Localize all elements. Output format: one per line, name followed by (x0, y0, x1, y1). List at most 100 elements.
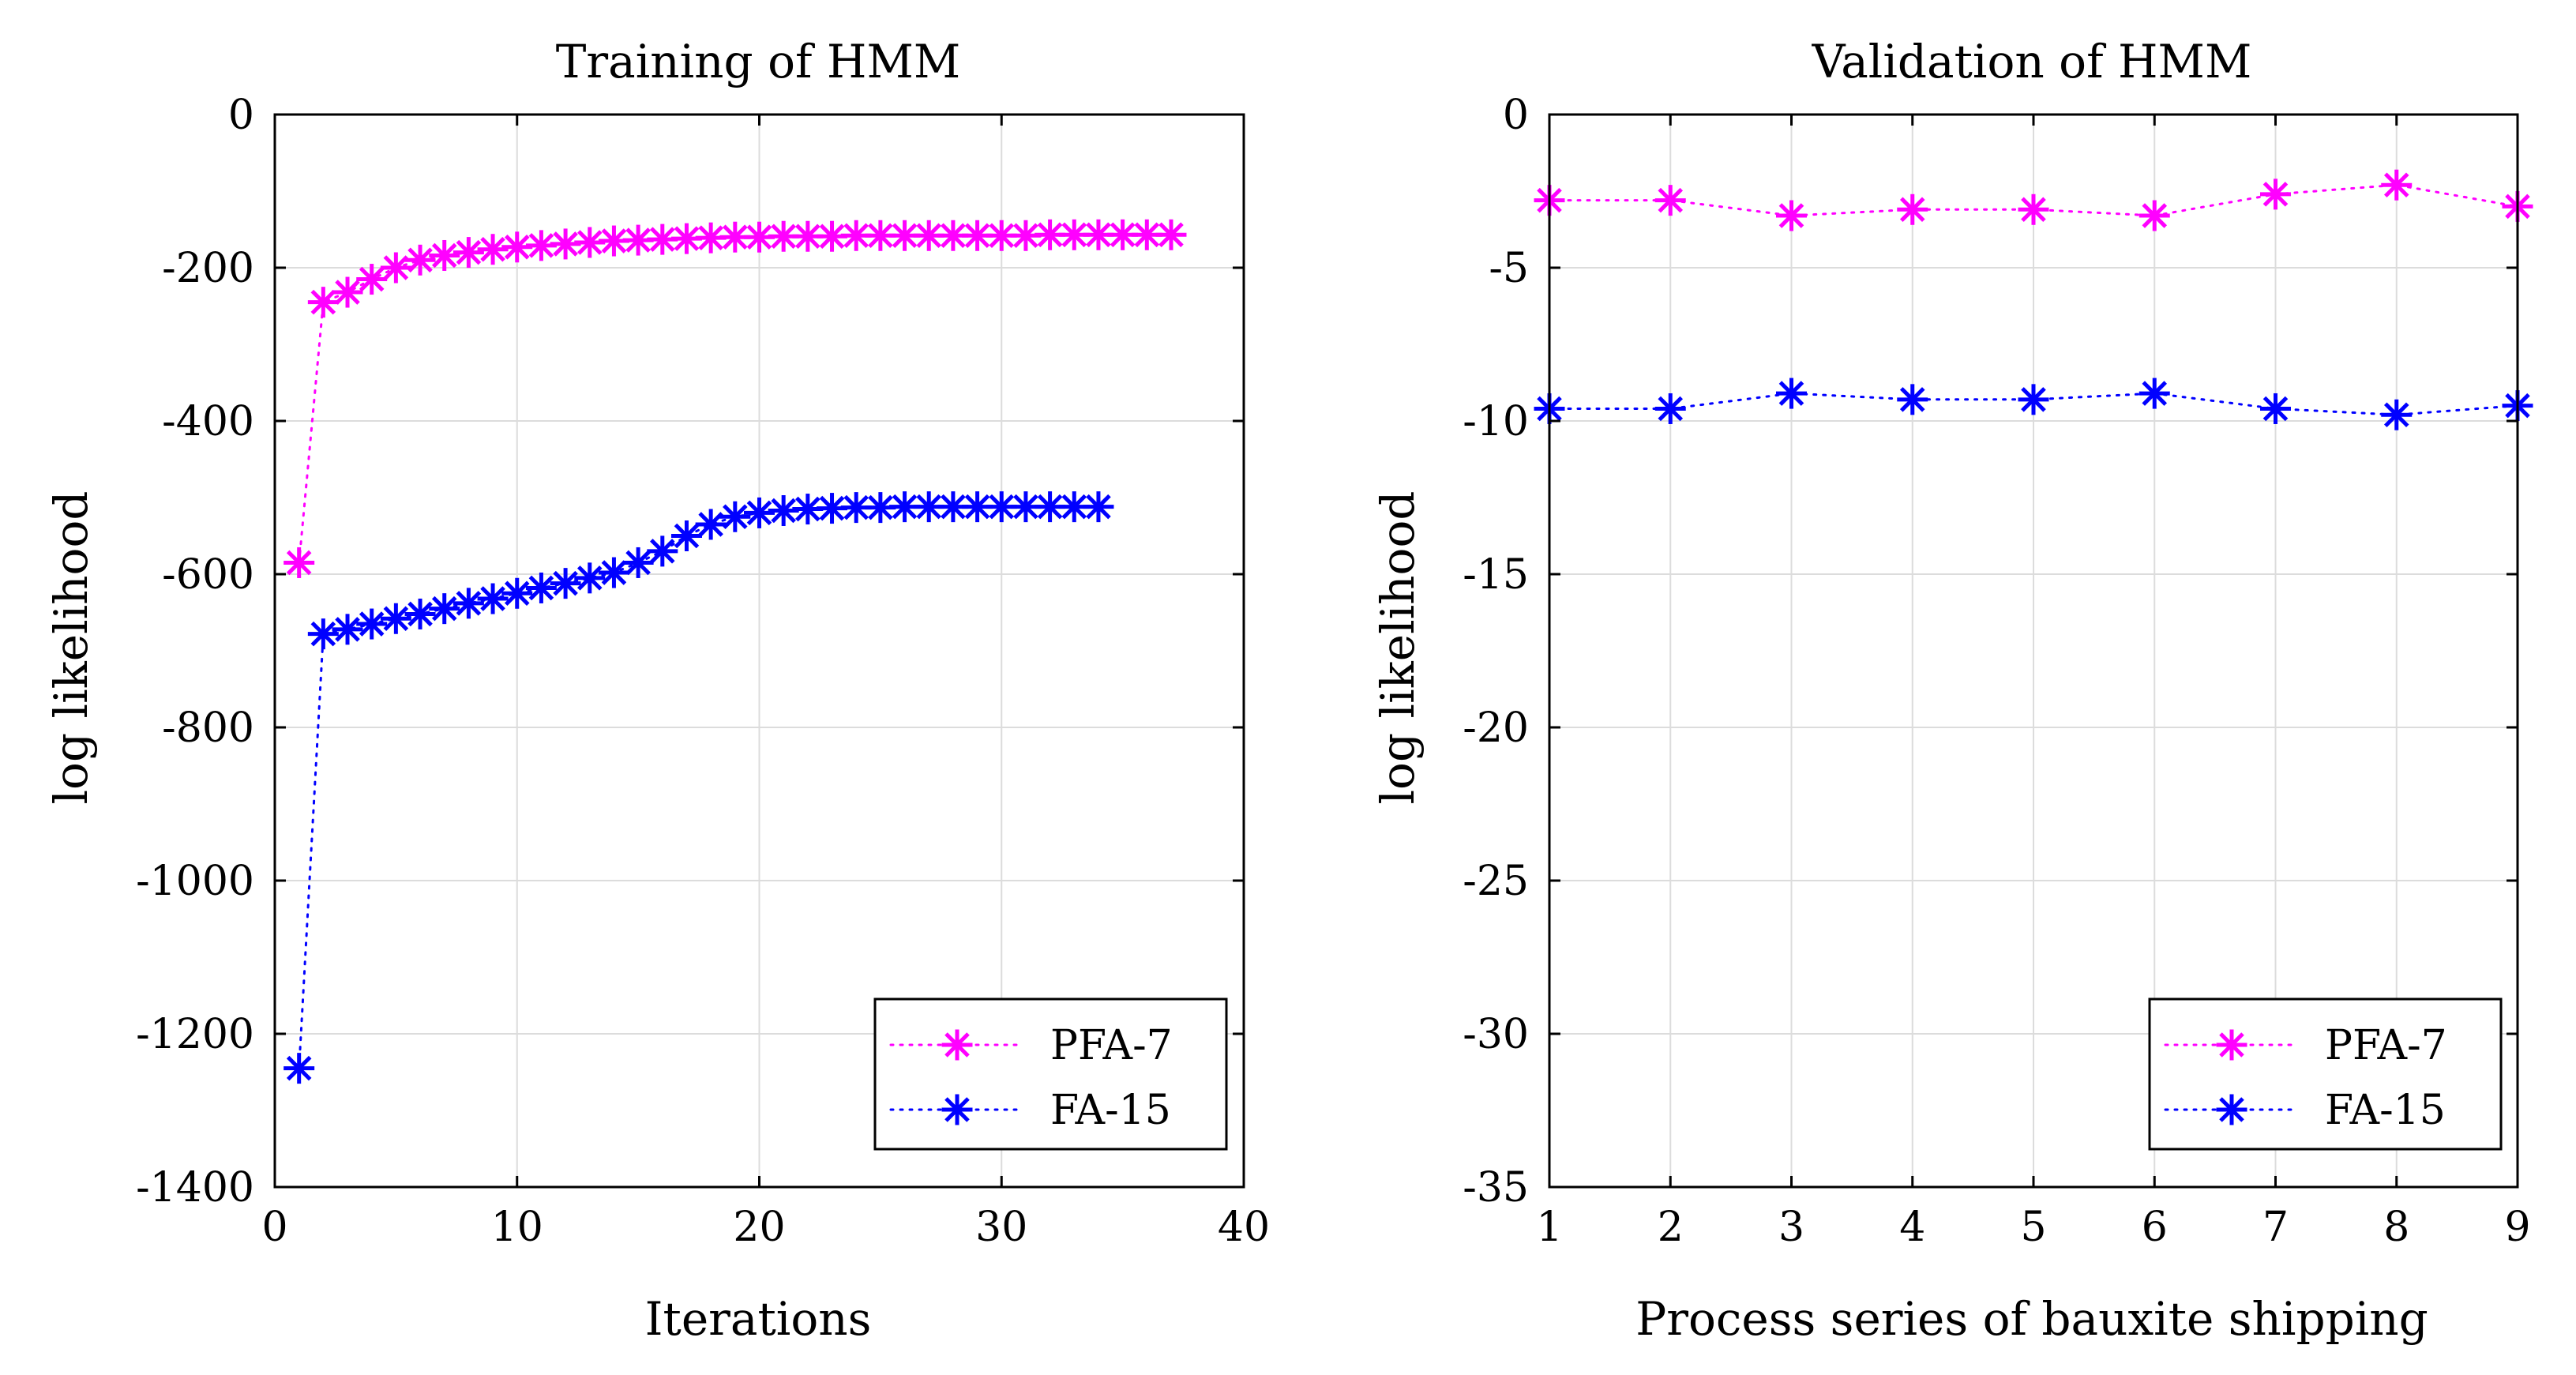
legend-label: PFA-7 (1050, 1022, 1173, 1069)
data-point-marker (768, 220, 799, 252)
legend-marker (941, 1094, 973, 1125)
y-axis-label: log likelihood (1371, 490, 1425, 804)
y-tick-label: -30 (1463, 1011, 1529, 1058)
legend-item: FA-15 (889, 1087, 1171, 1134)
data-point-marker (307, 618, 339, 650)
series-pfa-7 (284, 219, 1187, 578)
legend-marker (941, 1029, 973, 1061)
y-tick-label: -600 (162, 551, 254, 599)
tick-layer: 1 2 3 4 5 6 7 8 9 0 -5 -10 -15 -20 -25 -30 -35 (1463, 92, 2530, 1251)
data-point-marker (2139, 378, 2170, 409)
y-tick-label: 0 (1503, 92, 1529, 139)
y-tick-label: -1200 (136, 1011, 254, 1058)
data-point-marker (574, 562, 606, 594)
data-point-marker (404, 598, 436, 629)
data-point-marker (1897, 193, 1928, 225)
data-point-marker (2260, 393, 2291, 424)
x-tick-label: 5 (2020, 1204, 2046, 1251)
legend-item: PFA-7 (889, 1022, 1173, 1069)
legend: PFA-7 FA-15 (2148, 997, 2503, 1151)
data-point-marker (501, 577, 533, 609)
data-point-marker (501, 231, 533, 263)
x-tick-label: 20 (733, 1204, 785, 1251)
x-tick-label: 4 (1899, 1204, 1925, 1251)
data-point-marker (1776, 378, 1807, 409)
legend-marker (2216, 1094, 2247, 1125)
data-point-marker (1035, 219, 1066, 250)
y-tick-label: -1400 (136, 1164, 254, 1212)
x-tick-label: 6 (2142, 1204, 2168, 1251)
y-tick-label: 0 (228, 92, 254, 139)
data-point-marker (356, 608, 388, 640)
data-point-marker (307, 287, 339, 318)
x-axis-label: Process series of bauxite shipping (1635, 1292, 2428, 1346)
series-line (298, 505, 1100, 1070)
data-point-marker (1010, 491, 1042, 523)
data-point-marker (962, 220, 993, 251)
y-tick-label: -25 (1463, 858, 1529, 905)
y-tick-label: -200 (162, 245, 254, 292)
x-tick-label: 7 (2262, 1204, 2289, 1251)
data-point-marker (889, 220, 921, 251)
y-tick-label: -1000 (136, 858, 254, 905)
data-point-marker (1155, 219, 1187, 250)
data-point-marker (2381, 399, 2413, 430)
data-point-marker (986, 491, 1017, 523)
x-tick-label: 3 (1778, 1204, 1804, 1251)
data-point-marker (332, 276, 363, 308)
data-point-marker (550, 568, 581, 599)
validation-chart-panel: Validation of HMM Process series of baux… (1371, 35, 2533, 1346)
data-point-marker (284, 1053, 315, 1084)
legend-label: FA-15 (2325, 1087, 2446, 1134)
data-point-marker (452, 588, 484, 619)
data-point-marker (986, 220, 1017, 251)
data-point-marker (1654, 185, 1686, 216)
data-point-marker (2018, 193, 2049, 225)
y-axis-label: log likelihood (44, 490, 98, 804)
data-point-marker (380, 252, 411, 284)
data-point-marker (2260, 178, 2291, 210)
data-point-marker (1654, 393, 1686, 424)
legend-item: PFA-7 (2164, 1022, 2447, 1069)
legend-item: FA-15 (2164, 1087, 2446, 1134)
data-point-marker (1776, 200, 1807, 231)
data-point-marker (865, 492, 896, 524)
series-fa-15 (284, 491, 1114, 1084)
x-tick-label: 9 (2504, 1204, 2530, 1251)
x-tick-label: 30 (975, 1204, 1027, 1251)
data-point-marker (598, 557, 629, 588)
data-point-marker (284, 547, 315, 578)
x-tick-label: 10 (491, 1204, 543, 1251)
data-point-marker (1107, 219, 1139, 250)
y-tick-label: -35 (1463, 1164, 1529, 1212)
legend-box (2148, 997, 2503, 1151)
x-tick-label: 8 (2383, 1204, 2409, 1251)
data-point-marker (574, 227, 606, 258)
y-tick-label: -400 (162, 398, 254, 445)
data-point-marker (744, 221, 775, 253)
tick-layer: 0 10 20 30 40 0 -200 -400 -600 -800 -1000 -1200 -140… (136, 92, 1270, 1251)
data-point-marker (1897, 384, 1928, 415)
y-tick-label: -20 (1463, 704, 1529, 752)
data-point-marker (1083, 491, 1114, 523)
data-point-marker (647, 224, 678, 255)
data-point-marker (719, 501, 751, 532)
data-point-marker (380, 603, 411, 634)
data-point-marker (937, 220, 969, 251)
data-point-marker (744, 497, 775, 528)
data-point-marker (477, 583, 509, 614)
legend-box (873, 997, 1228, 1151)
data-point-marker (670, 520, 702, 551)
x-tick-label: 40 (1218, 1204, 1270, 1251)
chart-title: Training of HMM (556, 35, 961, 88)
data-point-marker (2139, 200, 2170, 231)
data-point-marker (647, 535, 678, 567)
data-point-marker (452, 237, 484, 269)
x-axis-label: Iterations (645, 1292, 872, 1346)
data-point-marker (817, 493, 848, 524)
series-layer (284, 219, 1187, 1084)
data-point-marker (404, 244, 436, 276)
y-tick-label: -5 (1489, 245, 1529, 292)
chart-title: Validation of HMM (1812, 35, 2252, 88)
